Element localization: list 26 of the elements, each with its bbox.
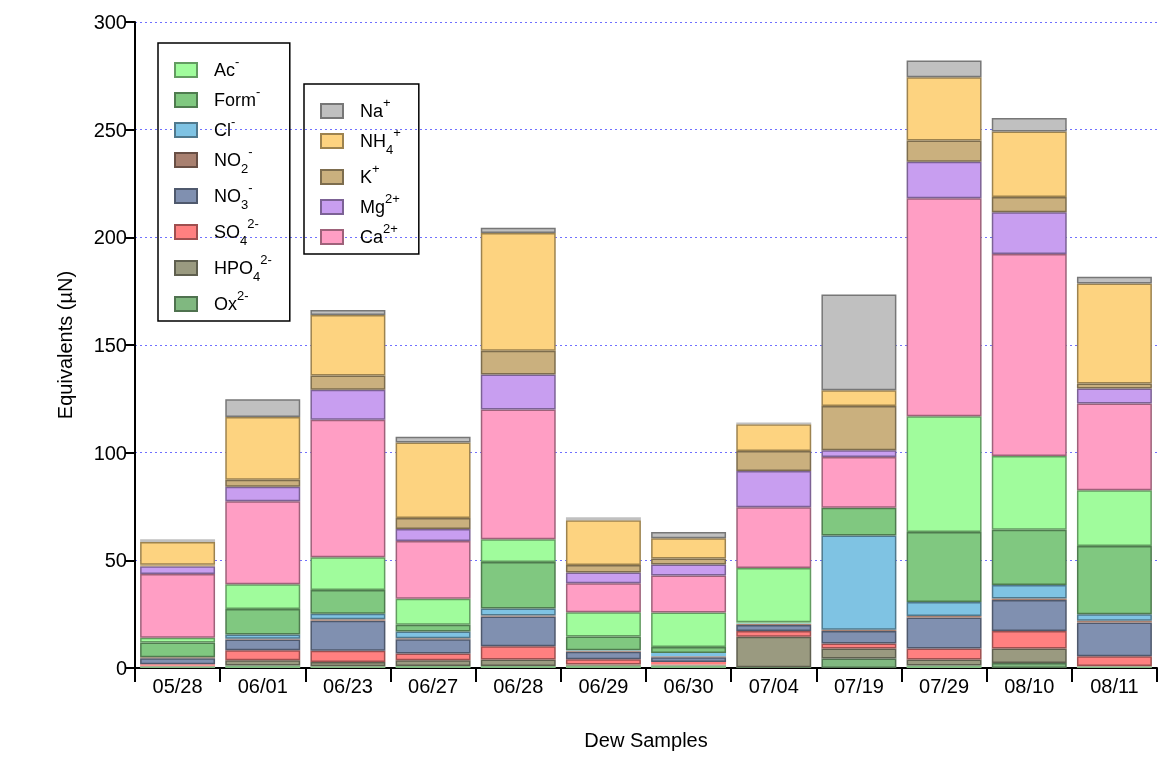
x-tick-label: 07/04 [748,675,799,697]
x-tick-label: 06/23 [322,675,373,697]
x-axis-title: Dew Samples [584,729,708,751]
x-tick-label: 06/30 [663,675,714,697]
y-tick-label: 100 [93,441,127,464]
legend-label: Form- [214,84,261,110]
x-tick-label: 08/11 [1090,675,1139,697]
x-tick-label: 06/27 [408,675,459,697]
x-tick-label: 08/10 [1004,675,1055,697]
legend-label: Cl- [214,114,236,140]
y-tick-label: 300 [93,11,127,33]
x-tick-label: 06/29 [578,675,629,697]
x-tick-label: 05/28 [152,675,203,697]
y-tick-label: 50 [104,549,127,572]
y-tick-label: 150 [93,334,127,356]
x-tick-label: 07/29 [919,675,970,697]
y-tick-label: 250 [93,118,127,141]
y-tick-label: 200 [93,226,127,249]
legend-label: Ac- [214,54,240,80]
x-tick-label: 06/28 [493,675,544,697]
x-tick-label: 07/19 [833,675,884,697]
y-tick-label: 0 [115,657,127,679]
legend-label: K+ [360,161,380,187]
x-tick-label: 06/01 [237,675,288,697]
y-axis-title: Equivalents (µN) [54,270,76,420]
legend-label: Na+ [360,95,391,121]
